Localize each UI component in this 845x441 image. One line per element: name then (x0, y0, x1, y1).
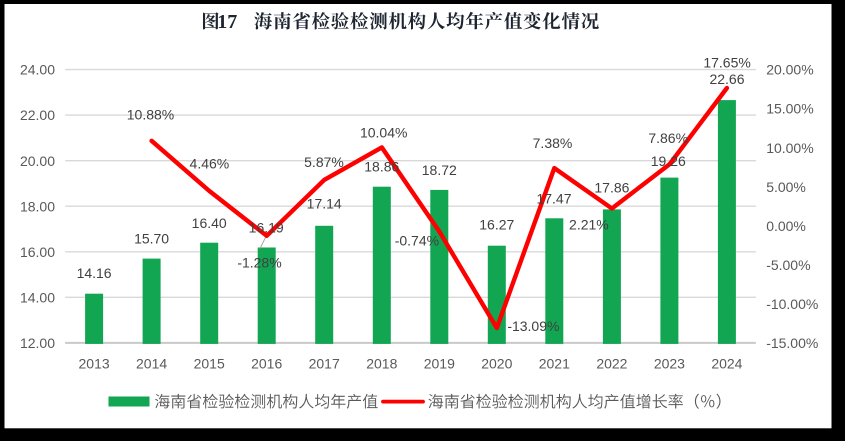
svg-text:2015: 2015 (194, 355, 225, 371)
svg-text:20.00: 20.00 (20, 153, 55, 169)
svg-text:2014: 2014 (136, 355, 167, 371)
svg-text:12.00: 12.00 (20, 335, 55, 351)
svg-text:2024: 2024 (711, 355, 742, 371)
svg-text:10.00%: 10.00% (766, 140, 813, 156)
svg-text:10.04%: 10.04% (360, 125, 407, 141)
svg-text:-1.28%: -1.28% (237, 255, 281, 271)
svg-text:18.86: 18.86 (364, 159, 399, 175)
svg-text:0.00%: 0.00% (766, 218, 806, 234)
svg-text:2023: 2023 (654, 355, 685, 371)
svg-text:15.70: 15.70 (134, 231, 169, 247)
svg-text:-10.00%: -10.00% (766, 296, 818, 312)
svg-text:15.00%: 15.00% (766, 101, 813, 117)
svg-text:17.14: 17.14 (307, 196, 342, 212)
svg-text:-0.74%: -0.74% (395, 233, 439, 249)
svg-text:19.26: 19.26 (651, 153, 686, 169)
svg-text:16.19: 16.19 (249, 220, 284, 236)
svg-text:5.00%: 5.00% (766, 179, 806, 195)
svg-text:2.21%: 2.21% (569, 217, 609, 233)
svg-text:4.46%: 4.46% (190, 156, 230, 172)
svg-text:18.00: 18.00 (20, 198, 55, 214)
svg-text:-15.00%: -15.00% (766, 335, 818, 351)
svg-text:14.00: 14.00 (20, 289, 55, 305)
svg-text:22.66: 22.66 (709, 71, 744, 87)
svg-text:-13.09%: -13.09% (507, 318, 559, 334)
svg-text:2013: 2013 (79, 355, 110, 371)
svg-text:7.86%: 7.86% (648, 130, 688, 146)
svg-text:2016: 2016 (251, 355, 282, 371)
svg-text:16.40: 16.40 (192, 215, 227, 231)
svg-text:17: 17 (217, 11, 237, 33)
svg-text:22.00: 22.00 (20, 107, 55, 123)
svg-text:17.65%: 17.65% (703, 55, 750, 71)
svg-text:18.72: 18.72 (422, 162, 457, 178)
svg-text:2017: 2017 (309, 355, 340, 371)
svg-text:17.47: 17.47 (536, 190, 571, 206)
svg-text:20.00%: 20.00% (766, 62, 813, 78)
svg-text:2021: 2021 (539, 355, 570, 371)
svg-text:24.00: 24.00 (20, 62, 55, 78)
svg-text:10.88%: 10.88% (127, 107, 174, 123)
svg-text:5.87%: 5.87% (304, 154, 344, 170)
svg-text:2022: 2022 (596, 355, 627, 371)
svg-text:2019: 2019 (424, 355, 455, 371)
svg-text:16.00: 16.00 (20, 244, 55, 260)
svg-text:17.86: 17.86 (594, 180, 629, 196)
svg-text:2020: 2020 (481, 355, 512, 371)
svg-text:2018: 2018 (366, 355, 397, 371)
svg-text:-5.00%: -5.00% (766, 257, 810, 273)
svg-text:7.38%: 7.38% (533, 135, 573, 151)
svg-text:14.16: 14.16 (77, 265, 112, 281)
svg-text:16.27: 16.27 (479, 217, 514, 233)
